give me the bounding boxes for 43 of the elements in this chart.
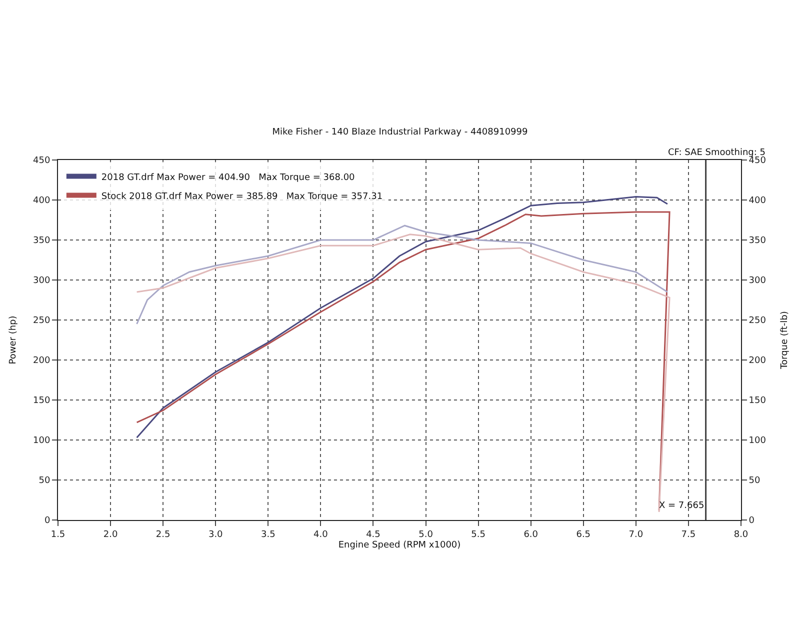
- y-axis-title: Power (hp): [8, 316, 18, 364]
- y2-tick-label: 450: [748, 156, 766, 166]
- y-tick-label: 450: [33, 156, 50, 166]
- ref-line-label: X = 7.665: [659, 501, 704, 511]
- text: CF: SAE Smoothing: 5: [668, 148, 766, 158]
- legend-label: Stock 2018 GT.drf Max Power = 385.89 Max Torque = 357.31: [101, 192, 383, 202]
- y-tick-label: 200: [33, 356, 50, 366]
- y2-tick-label: 50: [748, 476, 761, 486]
- y-tick-label: 250: [33, 316, 50, 326]
- x-tick-label: 7.0: [628, 530, 644, 540]
- y2-tick-label: 100: [748, 436, 766, 446]
- y-tick-label: 350: [33, 236, 50, 246]
- line-series: [136, 224, 668, 325]
- y2-tick-label: 200: [748, 356, 766, 366]
- x-tick-label: 5.0: [418, 530, 434, 540]
- y-tick-label: 50: [38, 476, 50, 486]
- x-tick-label: 3.5: [260, 530, 276, 540]
- y2-tick-label: 350: [748, 236, 766, 246]
- y2-tick-label: 400: [748, 196, 766, 206]
- x-axis-title: Engine Speed (RPM x1000): [338, 540, 461, 551]
- x-tick-label: 3.0: [208, 530, 224, 540]
- y-tick-label: 0: [44, 516, 50, 526]
- x-tick-label: 2.0: [103, 530, 118, 540]
- y-tick-label: 400: [33, 196, 50, 206]
- x-tick-label: 1.5: [50, 530, 66, 540]
- x-tick-label: 4.5: [366, 530, 380, 540]
- y2-tick-label: 150: [748, 396, 766, 406]
- x-tick-label: 4.0: [314, 530, 328, 540]
- y-tick-label: 150: [33, 396, 50, 406]
- y-tick-label: 300: [33, 276, 50, 286]
- chart-title: Mike Fisher - 140 Blaze Industrial Parkway - 4408910999: [272, 127, 528, 138]
- x-tick-label: 6.5: [576, 530, 591, 540]
- x-tick-label: 2.5: [156, 530, 170, 540]
- y2-tick-label: 300: [748, 276, 766, 286]
- legend-label: 2018 GT.drf Max Power = 404.90 Max Torque = 368.00: [101, 172, 356, 183]
- y2-tick-label: 250: [748, 316, 766, 326]
- x-tick-label: 6.0: [524, 530, 538, 540]
- y2-axis-title: Torque (ft-lb): [780, 311, 790, 370]
- x-tick-label: 8.0: [734, 530, 748, 540]
- x-tick-label: 5.5: [471, 530, 486, 540]
- y2-tick-label: 0: [748, 516, 755, 526]
- x-tick-label: 7.5: [681, 530, 696, 540]
- y-tick-label: 100: [33, 436, 50, 446]
